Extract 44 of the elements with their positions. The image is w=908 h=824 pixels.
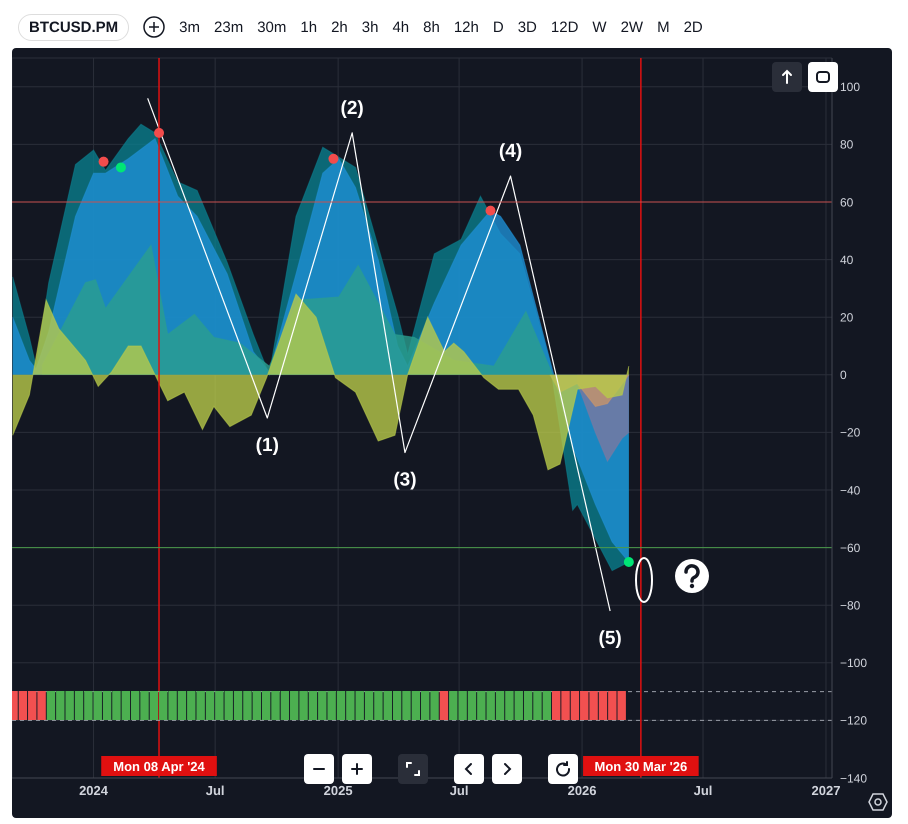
y-tick-label: −40: [840, 483, 861, 498]
x-tick-label: Jul: [450, 783, 468, 798]
y-tick-label: −100: [840, 656, 868, 670]
text: 1h: [300, 18, 318, 36]
y-tick-label: 40: [840, 252, 854, 267]
y-tick-label: 80: [840, 138, 854, 152]
text: 2h: [331, 18, 348, 36]
text: 3h: [362, 18, 378, 36]
y-tick-label: −120: [840, 714, 868, 728]
ref-line-label: Mon 08 Apr '24: [113, 759, 206, 774]
text: 23m: [214, 18, 244, 36]
text: 4h: [392, 18, 410, 36]
text: 3D: [518, 18, 537, 36]
y-tick-label: 100: [840, 80, 860, 94]
y-tick-label: 60: [840, 195, 854, 210]
text: 30m: [257, 18, 286, 36]
x-tick-label: 2025: [324, 783, 353, 798]
y-tick-label: −80: [840, 598, 861, 612]
text: D: [492, 18, 504, 36]
x-tick-label: 2027: [812, 783, 840, 798]
chart-title: BTCUSD.PM: [18, 14, 130, 40]
ref-line-label: Mon 30 Mar '26: [594, 759, 688, 774]
text: 2W: [620, 18, 644, 36]
x-tick-label: Jul: [694, 783, 712, 798]
text: 8h: [423, 18, 440, 36]
text: W: [592, 18, 607, 36]
y-tick-label: 0: [840, 368, 847, 382]
text: 12D: [550, 18, 578, 36]
text: 12h: [454, 18, 479, 36]
x-tick-label: Jul: [206, 783, 225, 798]
annotation: (4): [498, 141, 522, 162]
y-tick-label: −140: [840, 771, 868, 786]
x-tick-label: 2024: [79, 783, 109, 798]
text: M: [657, 18, 670, 36]
y-tick-label: −20: [840, 426, 861, 440]
annotation: (2): [340, 98, 364, 119]
text: 2D: [684, 18, 703, 36]
y-tick-label: 20: [840, 310, 854, 324]
annotation: (1): [256, 435, 279, 456]
annotation: (5): [598, 628, 622, 649]
annotation: (3): [393, 470, 417, 491]
text: 3m: [179, 18, 200, 36]
y-tick-label: −60: [840, 540, 861, 555]
x-tick-label: 2026: [568, 783, 597, 798]
